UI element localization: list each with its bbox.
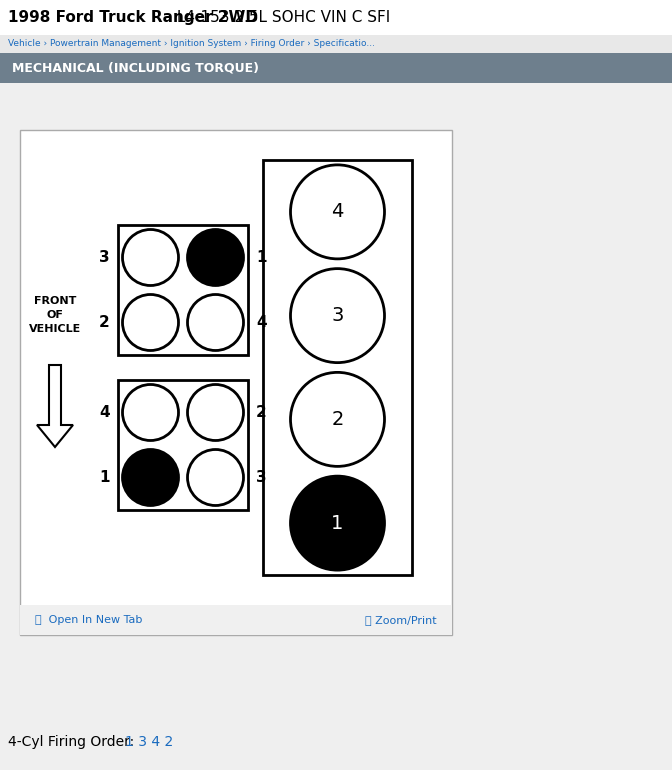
Text: Vehicle › Powertrain Management › Ignition System › Firing Order › Specificatio.: Vehicle › Powertrain Management › Igniti… <box>8 39 375 49</box>
Circle shape <box>122 384 179 440</box>
Text: 1998 Ford Truck Ranger 2WD: 1998 Ford Truck Ranger 2WD <box>8 10 258 25</box>
Text: 4: 4 <box>99 405 110 420</box>
Bar <box>0 83 672 770</box>
Text: 4: 4 <box>256 315 267 330</box>
Text: 1 3 4 2: 1 3 4 2 <box>125 735 173 749</box>
Text: L4-153 2.5L SOHC VIN C SFI: L4-153 2.5L SOHC VIN C SFI <box>172 10 390 25</box>
Bar <box>263 160 412 575</box>
Circle shape <box>122 294 179 350</box>
Text: 2: 2 <box>256 405 267 420</box>
Text: ⧉  Open In New Tab: ⧉ Open In New Tab <box>35 615 142 625</box>
Circle shape <box>187 229 243 286</box>
Text: 3: 3 <box>256 470 267 485</box>
Bar <box>20 605 452 635</box>
Bar <box>0 53 672 83</box>
Text: 3: 3 <box>99 250 110 265</box>
Text: 🔍 Zoom/Print: 🔍 Zoom/Print <box>366 615 437 625</box>
Text: 2: 2 <box>331 410 343 429</box>
Text: 2: 2 <box>99 315 110 330</box>
Text: 1: 1 <box>256 250 267 265</box>
Circle shape <box>122 450 179 505</box>
Circle shape <box>290 373 384 467</box>
Bar <box>118 380 248 510</box>
Bar <box>20 130 452 635</box>
Text: 4: 4 <box>331 203 343 222</box>
FancyArrow shape <box>37 365 73 447</box>
Circle shape <box>187 294 243 350</box>
Bar <box>0 0 672 35</box>
Circle shape <box>187 384 243 440</box>
Circle shape <box>290 476 384 570</box>
Circle shape <box>122 229 179 286</box>
Text: FRONT
OF
VEHICLE: FRONT OF VEHICLE <box>29 296 81 334</box>
Text: MECHANICAL (INCLUDING TORQUE): MECHANICAL (INCLUDING TORQUE) <box>12 62 259 75</box>
Text: 4-Cyl Firing Order:: 4-Cyl Firing Order: <box>8 735 138 749</box>
Circle shape <box>290 165 384 259</box>
Text: 3: 3 <box>331 306 343 325</box>
Text: 1: 1 <box>99 470 110 485</box>
Circle shape <box>290 269 384 363</box>
Bar <box>118 225 248 355</box>
Text: 1: 1 <box>331 514 343 533</box>
Circle shape <box>187 450 243 505</box>
Bar <box>0 35 672 53</box>
